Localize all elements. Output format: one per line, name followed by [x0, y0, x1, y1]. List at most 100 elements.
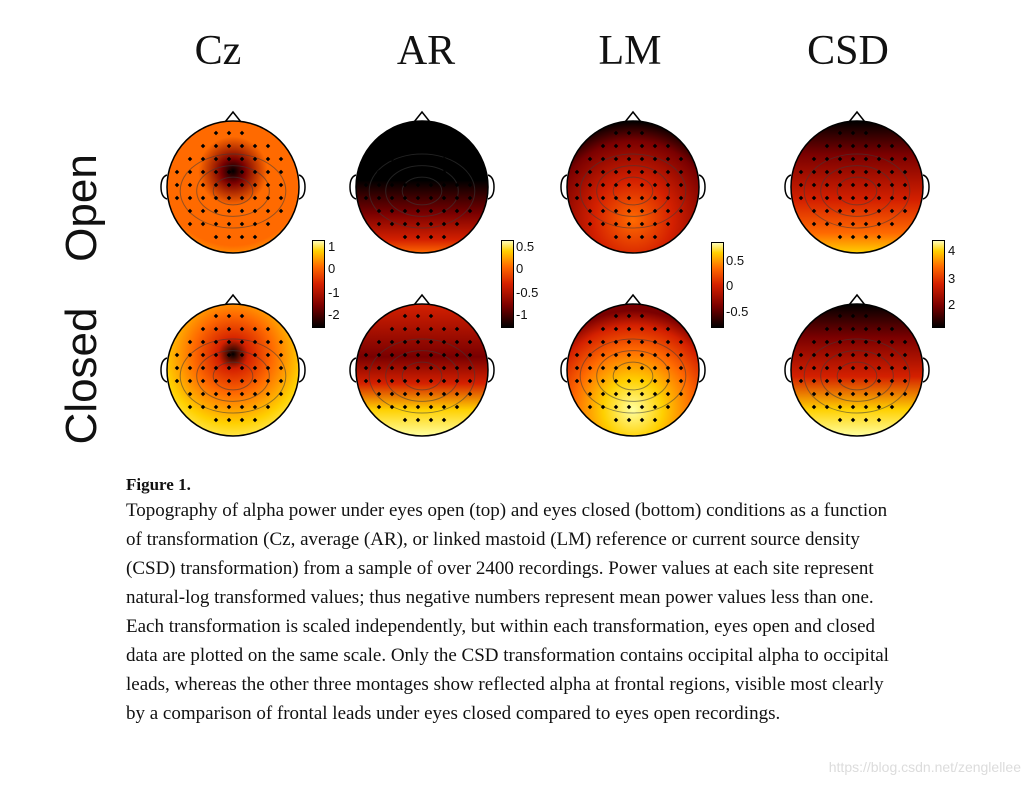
electrode-marker — [600, 339, 606, 345]
ear-outline — [349, 357, 357, 383]
electrode-marker — [863, 391, 869, 397]
electrode-marker — [902, 365, 908, 371]
electrode-marker — [187, 221, 193, 227]
electrode-marker — [265, 378, 271, 384]
electrode-marker — [574, 365, 580, 371]
electrode-marker — [252, 365, 258, 371]
electrode-marker — [415, 339, 421, 345]
electrode-marker — [665, 378, 671, 384]
colorbar-csd — [932, 240, 945, 328]
electrode-marker — [863, 404, 869, 410]
electrode-marker — [467, 365, 473, 371]
electrode-marker — [239, 417, 245, 423]
nose-outline — [224, 293, 242, 306]
electrode-marker — [389, 326, 395, 332]
electrode-marker — [811, 391, 817, 397]
electrode-marker — [467, 339, 473, 345]
electrode-marker — [174, 182, 180, 188]
electrode-marker — [665, 326, 671, 332]
nose-outline — [224, 110, 242, 123]
electrode-marker — [574, 182, 580, 188]
electrode-marker — [428, 378, 434, 384]
electrode-marker — [626, 339, 632, 345]
electrode-marker — [876, 339, 882, 345]
electrode-marker — [441, 404, 447, 410]
ear-outline — [298, 174, 306, 200]
ear-outline — [922, 357, 930, 383]
electrode-marker — [252, 326, 258, 332]
electrode-marker — [613, 326, 619, 332]
electrode-marker — [574, 195, 580, 201]
electrode-marker — [574, 378, 580, 384]
electrode-marker — [239, 378, 245, 384]
electrode-marker — [824, 365, 830, 371]
electrode-marker — [213, 156, 219, 162]
electrode-marker — [226, 313, 232, 319]
electrode-marker — [265, 326, 271, 332]
electrode-marker — [363, 365, 369, 371]
electrode-marker — [850, 326, 856, 332]
nose-outline — [413, 293, 431, 306]
electrode-marker — [837, 352, 843, 358]
electrode-marker — [652, 404, 658, 410]
electrode-marker — [226, 352, 232, 358]
electrode-marker — [376, 352, 382, 358]
scalp-disk — [790, 303, 924, 437]
nose-outline — [624, 293, 642, 306]
electrode-marker — [402, 313, 408, 319]
electrode-marker — [665, 391, 671, 397]
electrode-marker — [837, 326, 843, 332]
electrode-marker — [824, 404, 830, 410]
electrode-marker — [239, 339, 245, 345]
electrode-marker — [876, 391, 882, 397]
contour-line — [212, 176, 254, 206]
electrode-marker — [213, 391, 219, 397]
electrode-marker — [239, 326, 245, 332]
electrode-marker — [811, 352, 817, 358]
electrode-marker — [613, 339, 619, 345]
electrode-marker — [428, 391, 434, 397]
ear-outline — [922, 174, 930, 200]
electrode-marker — [626, 378, 632, 384]
electrode-marker — [613, 417, 619, 423]
electrode-marker — [863, 339, 869, 345]
electrode-marker — [587, 391, 593, 397]
electrode-marker — [467, 352, 473, 358]
electrode-marker — [876, 417, 882, 423]
electrode-marker — [213, 404, 219, 410]
scalp-disk — [166, 303, 300, 437]
electrode-marker — [876, 352, 882, 358]
electrode-marker — [213, 143, 219, 149]
electrode-marker — [889, 365, 895, 371]
colorbar-cz-tick-1: 1 — [328, 239, 336, 254]
electrode-marker — [441, 352, 447, 358]
colorbar-cz-tick-3: -1 — [328, 285, 340, 300]
electrode-marker — [226, 156, 232, 162]
electrode-marker — [213, 326, 219, 332]
electrode-marker — [402, 378, 408, 384]
electrode-marker — [613, 391, 619, 397]
electrode-marker — [626, 417, 632, 423]
electrode-marker — [652, 352, 658, 358]
colorbar-lm — [711, 242, 724, 328]
electrode-marker — [376, 404, 382, 410]
electrode-marker — [428, 404, 434, 410]
electrode-marker — [863, 352, 869, 358]
colorbar-cz — [312, 240, 325, 328]
figure-caption: Figure 1. Topography of alpha power unde… — [126, 474, 906, 728]
electrode-marker — [467, 391, 473, 397]
electrode-marker — [626, 313, 632, 319]
electrode-marker — [213, 313, 219, 319]
electrode-marker — [226, 391, 232, 397]
electrode-marker — [587, 404, 593, 410]
electrode-marker — [613, 378, 619, 384]
electrode-marker — [665, 339, 671, 345]
contour-line — [820, 350, 894, 402]
electrode-marker — [376, 339, 382, 345]
contour-line — [368, 338, 476, 414]
electrode-marker — [889, 339, 895, 345]
scalp-disk — [355, 303, 489, 437]
nose-outline — [413, 110, 431, 123]
electrode-marker — [200, 391, 206, 397]
electrode-marker — [428, 313, 434, 319]
